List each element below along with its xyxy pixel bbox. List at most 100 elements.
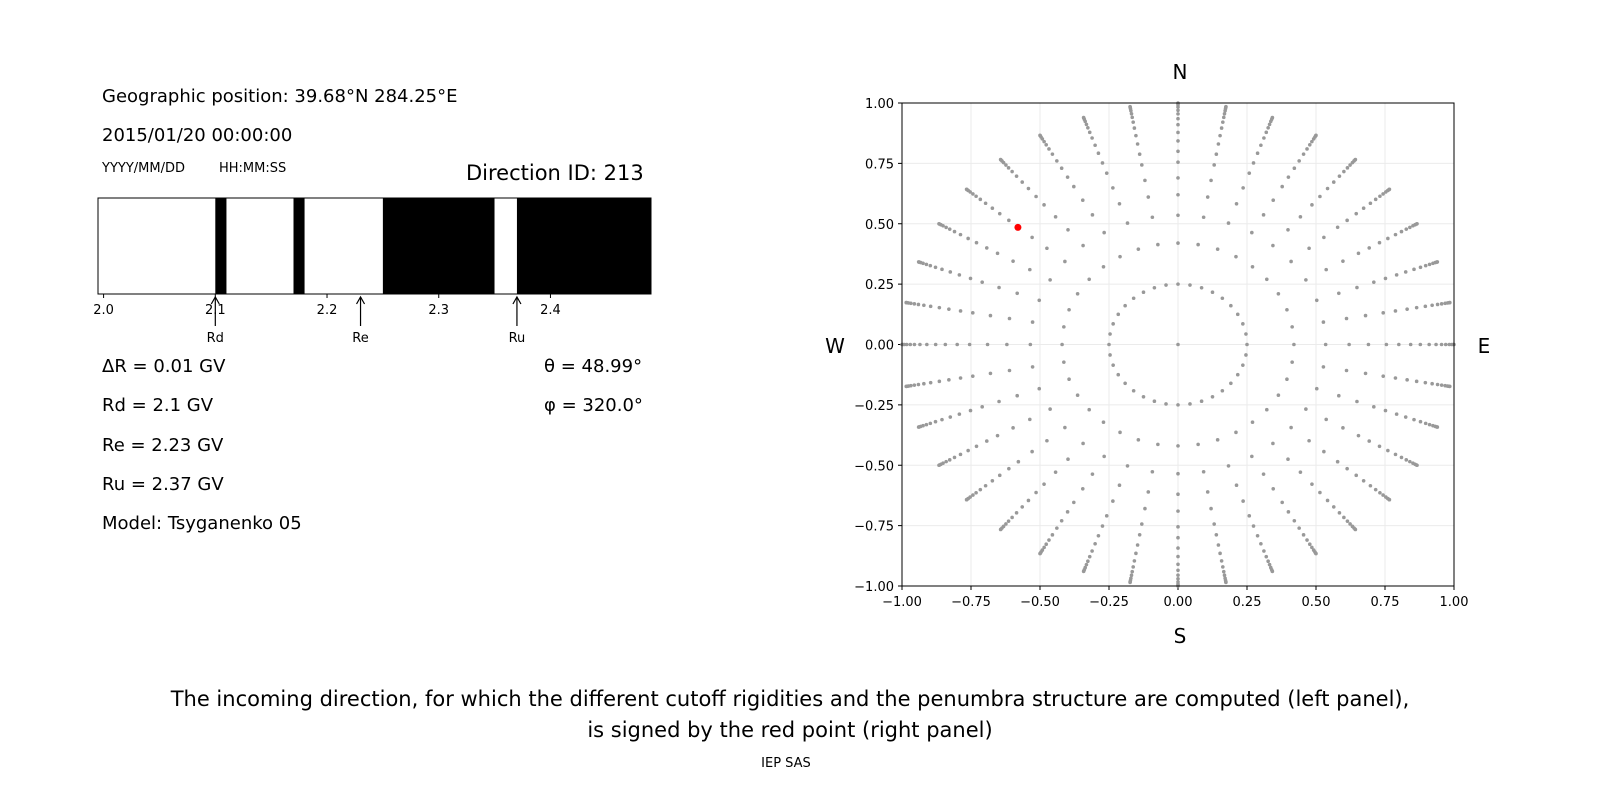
scatter-point (1341, 259, 1345, 263)
scatter-point (974, 194, 978, 199)
scatter-point (1212, 163, 1216, 167)
scatter-point (1430, 303, 1434, 308)
scatter-point (1006, 166, 1011, 170)
scatter-point (1086, 125, 1090, 130)
scatter-point (974, 490, 978, 495)
scatter-point (1209, 506, 1213, 511)
scatter-point (1150, 469, 1155, 474)
marker-label: Rd (207, 331, 224, 346)
scatter-point (1418, 265, 1423, 270)
scatter-point (1050, 533, 1055, 537)
scatter-point (1367, 439, 1372, 443)
scatter-point (1141, 394, 1146, 399)
scatter-point (940, 267, 944, 272)
scatter-point (1235, 312, 1240, 317)
scatter-point (1090, 213, 1095, 217)
scatter-point (1219, 559, 1224, 563)
scatter-point (1404, 458, 1409, 462)
scatter-point (1415, 221, 1419, 226)
penumbra-chart: 2.0 2.1 2.2 2.3 2.4Rd Re Ru (93, 197, 652, 346)
scatter-point (1215, 438, 1220, 442)
scatter-point (1234, 483, 1239, 488)
scatter-point (1176, 546, 1180, 550)
scatter-point (1131, 120, 1135, 124)
scatter-point (1286, 457, 1290, 461)
scatter-point (916, 425, 921, 429)
scatter-point (922, 381, 926, 386)
scatter-point (1093, 541, 1097, 546)
scatter-point (1448, 300, 1452, 305)
scatter-point (1435, 382, 1440, 387)
scatter-point (1030, 365, 1035, 369)
scatter-point (1337, 511, 1342, 515)
scatter-point (1434, 342, 1438, 347)
scatter-point (1067, 377, 1071, 381)
geo-position: Geographic position: 39.68°N 284.25°E (102, 86, 458, 107)
scatter-point (1093, 143, 1097, 148)
scatter-point (1136, 438, 1141, 442)
scatter-point (1341, 426, 1345, 430)
scatter-point (1152, 399, 1157, 404)
scatter-point (1048, 278, 1052, 282)
scatter-point (933, 419, 938, 424)
scatter-point (1201, 215, 1206, 220)
scatter-point (1048, 407, 1052, 411)
scatter-point (1030, 235, 1034, 240)
scatter-point (1337, 291, 1341, 296)
scatter-point (1280, 184, 1284, 189)
scatter-point (1222, 112, 1227, 116)
scatter-point (1289, 425, 1293, 430)
scatter-point (1387, 497, 1392, 502)
scatter-point (1353, 527, 1358, 532)
scatter-point (1090, 472, 1095, 476)
scatter-point (1298, 215, 1303, 219)
scatter-point (1176, 342, 1180, 347)
scatter-point (928, 304, 933, 309)
scatter-point (1176, 525, 1180, 529)
scatter-point (1053, 215, 1058, 219)
scatter-point (1255, 151, 1260, 155)
scatter-point (928, 263, 933, 268)
marker-label: Ru (509, 331, 526, 346)
scatter-point (1255, 534, 1260, 538)
scatter-point (1015, 393, 1019, 398)
x-tick-label: 0.75 (1371, 595, 1400, 610)
y-tick-label: −0.25 (854, 399, 894, 414)
scatter-point (1026, 498, 1031, 503)
x-tick-label: −1.00 (882, 595, 922, 610)
selected-direction-point (1014, 223, 1022, 231)
scatter-point (1176, 192, 1180, 197)
scatter-point (1101, 420, 1106, 424)
scatter-point (957, 273, 962, 277)
scatter-point (918, 342, 922, 347)
scatter-point (1241, 322, 1245, 326)
scatter-point (1221, 115, 1226, 120)
scatter-point (1366, 342, 1371, 347)
scatter-point (1135, 543, 1140, 547)
scatter-point (1404, 227, 1409, 231)
scatter-point (968, 276, 973, 281)
scatter-point (1408, 459, 1412, 464)
scatter-point (1196, 242, 1200, 247)
scatter-point (1005, 342, 1009, 347)
scatter-point (1176, 562, 1180, 567)
scatter-point (1289, 259, 1293, 264)
scatter-point (1314, 133, 1318, 138)
scatter-point (937, 463, 941, 468)
scatter-point (1250, 454, 1254, 459)
scatter-point (1176, 554, 1180, 559)
scatter-point (964, 187, 969, 192)
scatter-point (947, 458, 952, 462)
scatter-point (1196, 442, 1200, 447)
scatter-point (1335, 459, 1340, 464)
scatter-point (1307, 142, 1312, 147)
scatter-point (1276, 291, 1281, 296)
scatter-point (1266, 559, 1270, 564)
scatter-point (998, 157, 1003, 162)
compass-east: E (1478, 334, 1491, 358)
scatter-point (1447, 342, 1452, 347)
scatter-point (1020, 505, 1025, 509)
scatter-point (1337, 393, 1341, 398)
scatter-point (958, 232, 963, 237)
x-tick-label: 2.4 (540, 303, 561, 318)
